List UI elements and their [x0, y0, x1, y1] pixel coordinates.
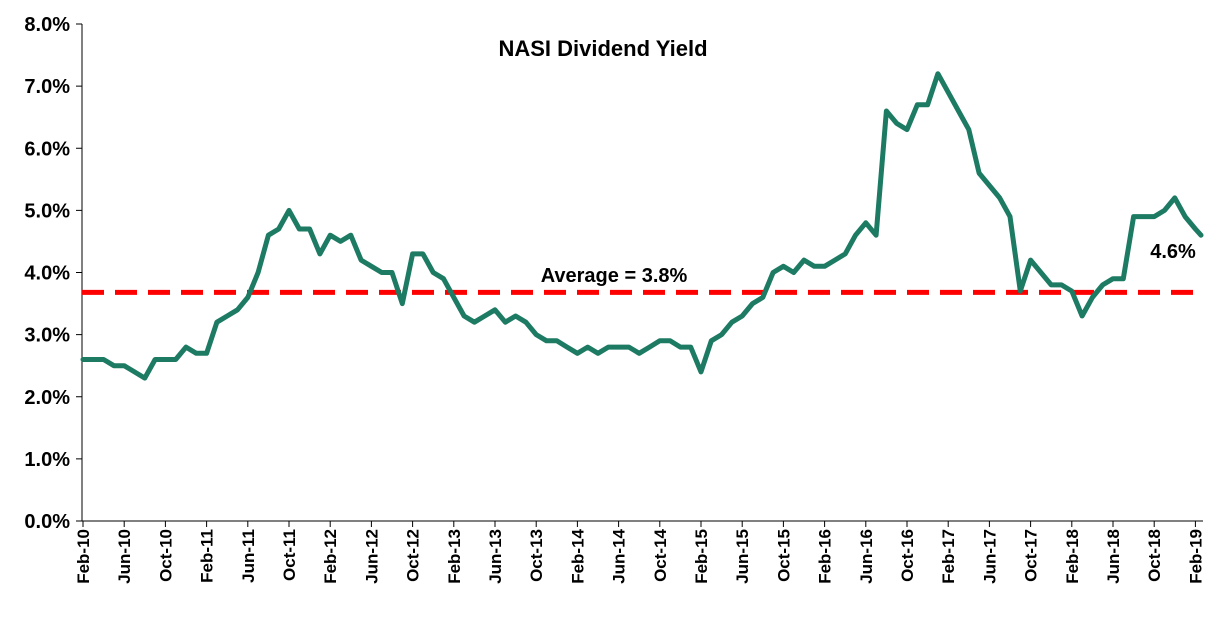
- x-tick-label: Oct-10: [156, 529, 175, 582]
- x-tick-label: Jun-18: [1104, 529, 1123, 584]
- x-tick-label: Oct-16: [898, 529, 917, 582]
- average-label: Average = 3.8%: [541, 265, 688, 287]
- x-tick-label: Oct-15: [774, 529, 793, 582]
- x-tick-label: Feb-19: [1186, 529, 1205, 584]
- x-tick-label: Feb-13: [445, 529, 464, 584]
- x-tick-label: Oct-17: [1022, 529, 1041, 582]
- x-tick-label: Feb-12: [321, 529, 340, 584]
- x-tick-label: Feb-18: [1063, 529, 1082, 584]
- x-tick-label: Jun-17: [980, 529, 999, 584]
- chart-title: NASI Dividend Yield: [498, 36, 707, 61]
- x-tick-label: Oct-12: [404, 529, 423, 582]
- x-tick-label: Jun-14: [610, 528, 629, 583]
- x-tick-label: Feb-16: [816, 529, 835, 584]
- x-tick-label: Jun-15: [733, 529, 752, 584]
- x-axis: Feb-10 Jun-10 Oct-10 Feb-11 Jun-11 Oct-11 Feb-…: [74, 521, 1205, 584]
- y-tick-label: 8.0%: [24, 14, 70, 36]
- y-tick-label: 2.0%: [24, 387, 70, 409]
- y-tick-label: 3.0%: [24, 325, 70, 347]
- y-tick-label: 1.0%: [24, 449, 70, 471]
- x-tick-label: Feb-17: [939, 529, 958, 584]
- y-tick-label: 5.0%: [24, 200, 70, 222]
- x-tick-label: Jun-10: [115, 529, 134, 584]
- y-tick-label: 7.0%: [24, 76, 70, 98]
- x-tick-label: Feb-14: [568, 528, 587, 583]
- x-tick-label: Jun-13: [486, 529, 505, 584]
- y-tick-label: 0.0%: [24, 511, 70, 533]
- last-value-label: 4.6%: [1150, 241, 1196, 263]
- x-tick-label: Oct-13: [527, 529, 546, 582]
- y-tick-label: 6.0%: [24, 138, 70, 160]
- x-tick-label: Jun-11: [239, 529, 258, 583]
- series-line: [80, 71, 1204, 381]
- x-tick-label: Feb-15: [692, 529, 711, 584]
- x-tick-label: Oct-11: [280, 529, 299, 581]
- x-tick-label: Oct-18: [1145, 529, 1164, 582]
- x-tick-label: Feb-10: [74, 529, 93, 584]
- x-tick-label: Jun-12: [362, 529, 381, 584]
- x-tick-label: Oct-14: [651, 528, 670, 581]
- x-tick-label: Jun-16: [857, 529, 876, 584]
- y-tick-label: 4.0%: [24, 263, 70, 285]
- x-tick-label: Feb-11: [198, 529, 217, 583]
- y-axis: 0.0% 1.0% 2.0% 3.0% 4.0% 5.0% 6.0% 7.0% 8.0%: [24, 14, 82, 533]
